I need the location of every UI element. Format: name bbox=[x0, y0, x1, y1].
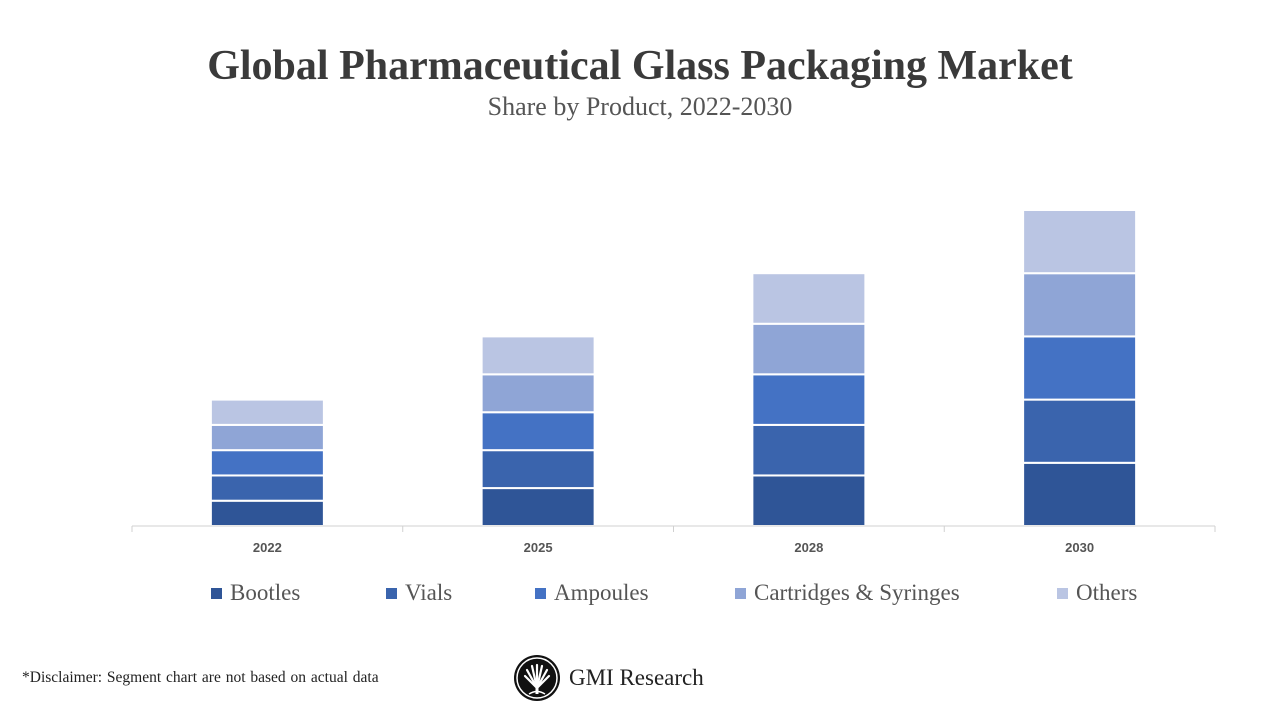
bar-segment-2025-0 bbox=[480, 487, 596, 527]
gmi-fan-logo-icon bbox=[514, 655, 560, 701]
legend-label: Cartridges & Syringes bbox=[754, 580, 960, 605]
bar-segment-2025-4 bbox=[480, 335, 596, 376]
bar-segment-2028-3 bbox=[751, 322, 867, 376]
legend-swatch bbox=[535, 587, 546, 599]
bar-segment-2030-4 bbox=[1022, 209, 1138, 275]
legend-item: Bootles bbox=[211, 580, 300, 606]
bar-segment-2028-4 bbox=[751, 272, 867, 325]
legend-item: Ampoules bbox=[535, 580, 649, 606]
legend-label: Bootles bbox=[230, 580, 301, 605]
legend-swatch bbox=[386, 587, 397, 599]
x-tick-label: 2030 bbox=[1065, 540, 1094, 555]
bar-segment-2030-3 bbox=[1022, 272, 1138, 338]
legend-label: Vials bbox=[405, 580, 453, 605]
legend-item: Vials bbox=[386, 580, 452, 606]
legend-item: Others bbox=[1057, 580, 1137, 606]
x-tick-label: 2028 bbox=[794, 540, 823, 555]
legend-swatch bbox=[211, 587, 222, 599]
x-tick-label: 2025 bbox=[524, 540, 553, 555]
x-tick-label: 2022 bbox=[253, 540, 282, 555]
bar-segment-2022-0 bbox=[209, 499, 325, 528]
bar-segment-2025-2 bbox=[480, 411, 596, 452]
bar-segment-2022-3 bbox=[209, 423, 325, 452]
legend-label: Ampoules bbox=[554, 580, 649, 605]
legend-label: Others bbox=[1076, 580, 1138, 605]
gmi-logo: GMI Research bbox=[513, 654, 704, 702]
chart-subtitle: Share by Product, 2022-2030 bbox=[487, 92, 793, 121]
bar-segment-2030-0 bbox=[1022, 461, 1138, 527]
bar-segment-2028-2 bbox=[751, 373, 867, 426]
logo-text: GMI Research bbox=[569, 665, 704, 690]
bar-segment-2022-1 bbox=[209, 474, 325, 502]
bar-segment-2028-1 bbox=[751, 423, 867, 477]
legend-swatch bbox=[1057, 587, 1068, 599]
bar-segment-2022-4 bbox=[209, 398, 325, 426]
bar-segment-2030-1 bbox=[1022, 398, 1138, 464]
legend-item: Cartridges & Syringes bbox=[735, 580, 960, 606]
bar-segment-2022-2 bbox=[209, 449, 325, 477]
bar-segment-2028-0 bbox=[751, 474, 867, 528]
legend: Bootles Vials Ampoules Cartridges & Syringe… bbox=[0, 580, 1280, 610]
chart-title: Global Pharmaceutical Glass Packaging Ma… bbox=[207, 43, 1073, 89]
bar-segment-2025-3 bbox=[480, 373, 596, 414]
bar-segment-2025-1 bbox=[480, 449, 596, 490]
disclaimer: *Disclaimer: Segment chart are not based… bbox=[22, 669, 379, 686]
legend-swatch bbox=[735, 587, 746, 599]
bar-segment-2030-2 bbox=[1022, 335, 1138, 401]
